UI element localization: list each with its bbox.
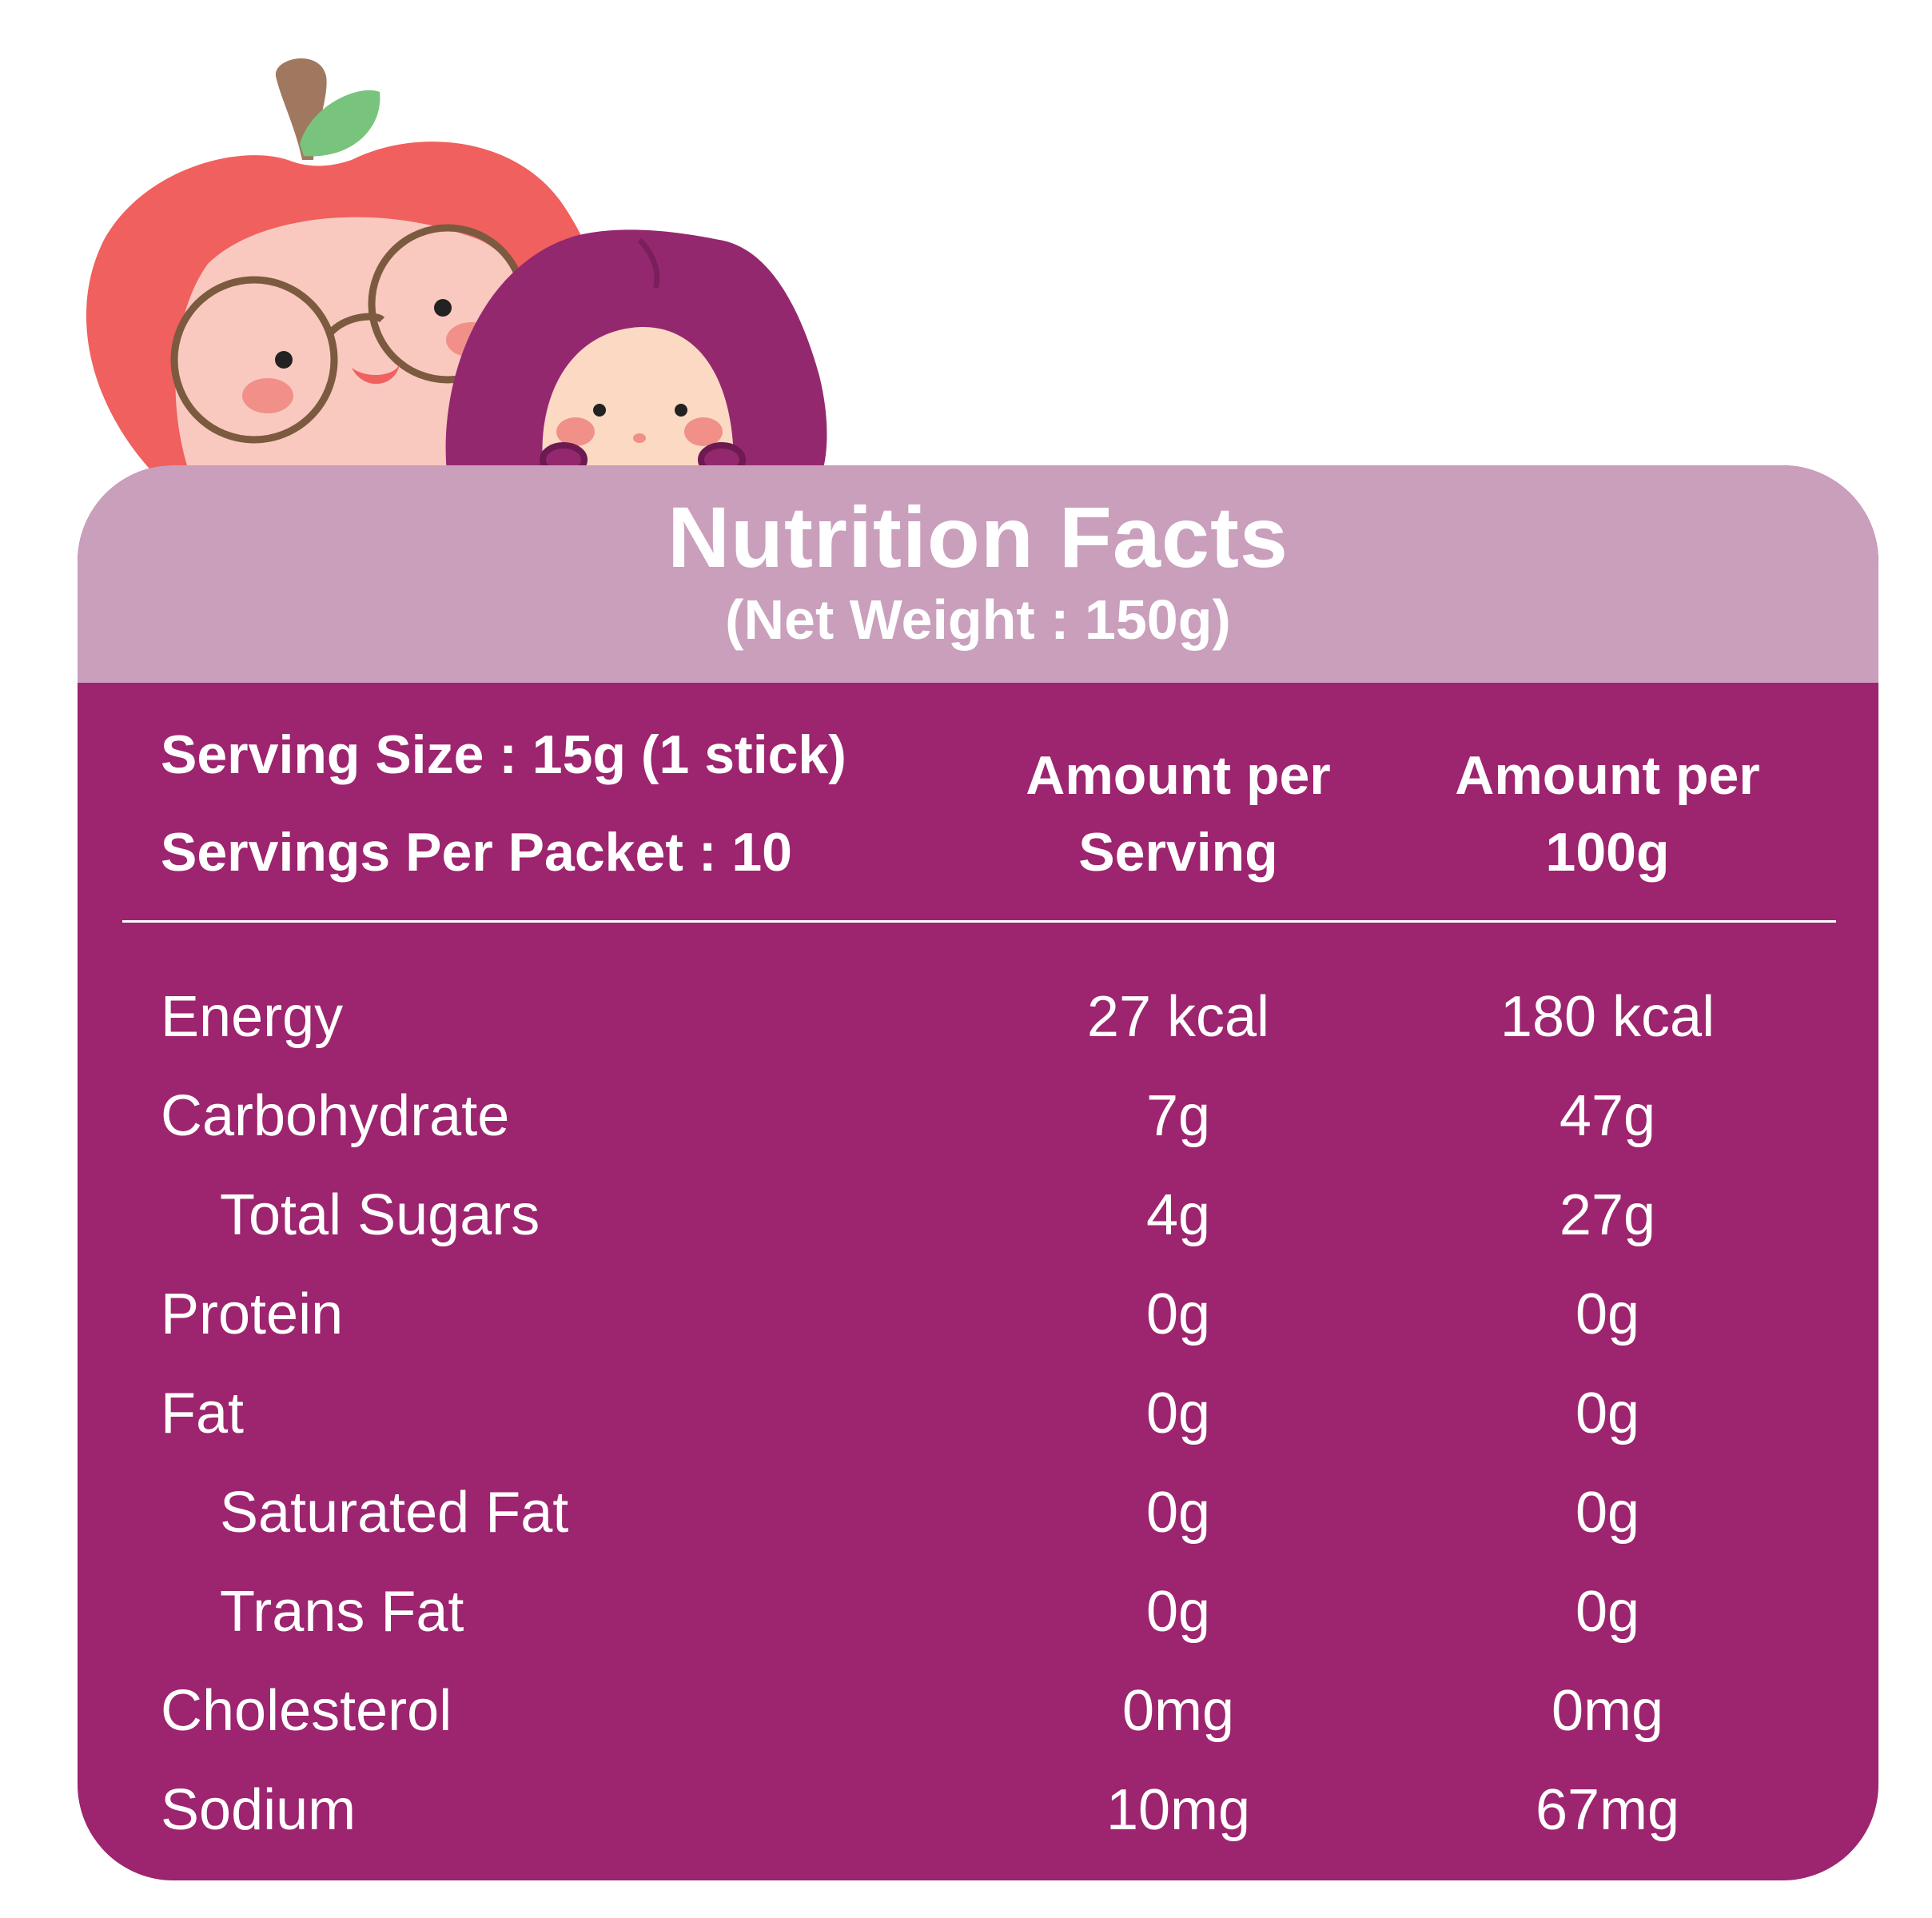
nutrient-row-cholesterol: Cholesterol 0mg 0mg xyxy=(78,1661,1878,1760)
nutrient-label: Energy xyxy=(161,985,344,1049)
nutrient-per-100g: 0g xyxy=(1575,1282,1640,1346)
nutrient-per-100g: 27g xyxy=(1559,1183,1656,1247)
nutrient-row-saturated-fat: Saturated Fat 0g 0g xyxy=(78,1463,1878,1562)
page-title: Nutrition Facts xyxy=(667,488,1289,585)
header-divider xyxy=(122,920,1836,923)
nutrient-table: Energy 27 kcal 180 kcal Carbohydrate 7g … xyxy=(78,967,1878,1860)
nutrient-label: Total Sugars xyxy=(220,1183,540,1247)
nutrient-per-100g: 0g xyxy=(1575,1481,1640,1545)
nutrient-label: Sodium xyxy=(161,1778,357,1842)
nutrient-per-100g: 180 kcal xyxy=(1500,985,1715,1049)
nutrient-row-sodium: Sodium 10mg 67mg xyxy=(78,1760,1878,1860)
column-header-per-100g-line2: 100g xyxy=(1545,822,1670,883)
nutrient-label: Trans Fat xyxy=(220,1580,464,1644)
nutrient-per-serving: 27 kcal xyxy=(1086,985,1270,1049)
nutrient-label: Saturated Fat xyxy=(220,1481,569,1545)
card-header: Nutrition Facts (Net Weight : 150g) xyxy=(78,465,1878,683)
nutrient-label: Fat xyxy=(161,1382,245,1445)
nutrient-label: Protein xyxy=(161,1282,344,1346)
column-header-per-serving-line2: Serving xyxy=(1078,822,1278,883)
column-header-per-100g: Amount per 100g xyxy=(1400,737,1815,891)
column-header-per-serving-line1: Amount per xyxy=(1026,745,1331,806)
nutrient-per-100g: 0mg xyxy=(1551,1679,1664,1743)
nutrient-per-serving: 4g xyxy=(1145,1183,1211,1247)
nutrient-per-100g: 67mg xyxy=(1535,1778,1680,1842)
nutrient-per-serving: 0g xyxy=(1145,1282,1211,1346)
nutrient-per-serving: 0g xyxy=(1145,1481,1211,1545)
column-header-per-serving: Amount per Serving xyxy=(970,737,1386,891)
nutrient-row-protein: Protein 0g 0g xyxy=(78,1265,1878,1364)
nutrient-per-serving: 10mg xyxy=(1105,1778,1251,1842)
nutrient-per-100g: 47g xyxy=(1559,1084,1656,1148)
nutrient-per-serving: 7g xyxy=(1145,1084,1211,1148)
nutrient-per-serving: 0g xyxy=(1145,1382,1211,1445)
nutrient-per-serving: 0mg xyxy=(1121,1679,1235,1743)
nutrient-row-energy: Energy 27 kcal 180 kcal xyxy=(78,967,1878,1067)
servings-per-packet: Servings Per Packet : 10 xyxy=(161,822,793,883)
nutrient-per-100g: 0g xyxy=(1575,1382,1640,1445)
net-weight-subtitle: (Net Weight : 150g) xyxy=(725,588,1231,651)
nutrition-card: Nutrition Facts (Net Weight : 150g) Serv… xyxy=(78,465,1878,1880)
nutrient-label: Carbohydrate xyxy=(161,1084,510,1148)
column-header-per-100g-line1: Amount per xyxy=(1455,745,1760,806)
mascot-illustration xyxy=(86,58,827,480)
nutrient-row-fat: Fat 0g 0g xyxy=(78,1364,1878,1463)
plum-mascot-icon xyxy=(445,229,827,480)
nutrient-label: Cholesterol xyxy=(161,1679,452,1743)
nutrient-row-carbohydrate: Carbohydrate 7g 47g xyxy=(78,1067,1878,1166)
serving-size: Serving Size : 15g (1 stick) xyxy=(161,724,846,785)
nutrient-row-total-sugars: Total Sugars 4g 27g xyxy=(78,1166,1878,1265)
nutrient-per-100g: 0g xyxy=(1575,1580,1640,1644)
nutrient-per-serving: 0g xyxy=(1145,1580,1211,1644)
nutrient-row-trans-fat: Trans Fat 0g 0g xyxy=(78,1562,1878,1661)
